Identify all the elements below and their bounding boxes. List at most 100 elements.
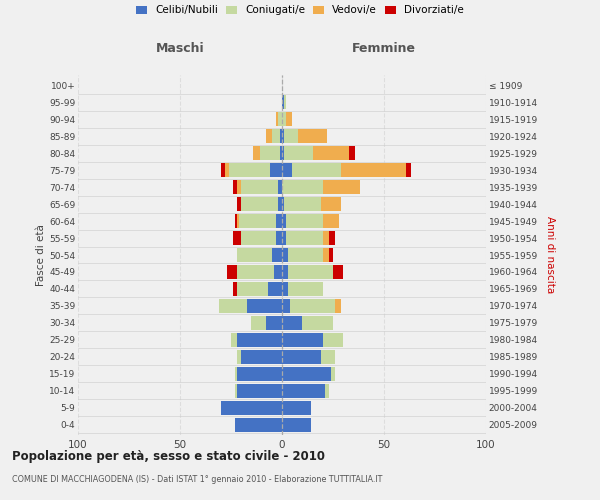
Bar [282, 163, 292, 177]
Bar [278, 112, 282, 126]
Bar [278, 180, 282, 194]
Bar [282, 265, 288, 279]
Bar [323, 231, 329, 245]
Text: Popolazione per età, sesso e stato civile - 2010: Popolazione per età, sesso e stato civil… [12, 450, 325, 463]
Bar [251, 316, 266, 330]
Bar [235, 418, 282, 432]
Bar [272, 129, 280, 143]
Bar [237, 214, 239, 228]
Bar [341, 163, 406, 177]
Bar [290, 299, 335, 313]
Bar [288, 265, 333, 279]
Bar [335, 299, 341, 313]
Bar [288, 282, 323, 296]
Bar [329, 248, 333, 262]
Bar [274, 265, 282, 279]
Bar [241, 197, 278, 211]
Bar [325, 384, 329, 398]
Bar [321, 197, 341, 211]
Bar [233, 282, 237, 296]
Bar [247, 299, 282, 313]
Bar [286, 112, 292, 126]
Bar [282, 231, 286, 245]
Bar [237, 384, 282, 398]
Bar [282, 248, 288, 262]
Bar [282, 214, 286, 228]
Bar [282, 95, 284, 109]
Bar [323, 248, 329, 262]
Bar [241, 350, 282, 364]
Bar [282, 333, 323, 347]
Bar [235, 367, 237, 381]
Bar [282, 129, 284, 143]
Bar [298, 129, 327, 143]
Bar [282, 367, 331, 381]
Bar [323, 214, 339, 228]
Bar [237, 282, 268, 296]
Bar [229, 163, 270, 177]
Bar [278, 197, 282, 211]
Bar [313, 146, 349, 160]
Bar [286, 231, 323, 245]
Bar [288, 248, 323, 262]
Bar [282, 418, 311, 432]
Bar [284, 197, 321, 211]
Bar [282, 146, 284, 160]
Bar [321, 350, 335, 364]
Bar [282, 401, 311, 415]
Bar [266, 129, 272, 143]
Bar [233, 180, 237, 194]
Bar [280, 129, 282, 143]
Bar [237, 350, 241, 364]
Bar [276, 112, 278, 126]
Bar [284, 95, 286, 109]
Bar [329, 231, 335, 245]
Bar [280, 146, 282, 160]
Bar [241, 231, 276, 245]
Text: COMUNE DI MACCHIAGODENA (IS) - Dati ISTAT 1° gennaio 2010 - Elaborazione TUTTITA: COMUNE DI MACCHIAGODENA (IS) - Dati ISTA… [12, 475, 382, 484]
Bar [272, 248, 282, 262]
Bar [282, 384, 325, 398]
Y-axis label: Fasce di età: Fasce di età [36, 224, 46, 286]
Bar [302, 316, 333, 330]
Bar [276, 214, 282, 228]
Bar [235, 214, 237, 228]
Bar [268, 282, 282, 296]
Bar [221, 163, 225, 177]
Bar [323, 180, 359, 194]
Text: Maschi: Maschi [155, 42, 205, 55]
Bar [286, 214, 323, 228]
Bar [282, 112, 286, 126]
Bar [239, 214, 276, 228]
Text: Femmine: Femmine [352, 42, 416, 55]
Bar [282, 180, 323, 194]
Bar [266, 316, 282, 330]
Bar [237, 248, 272, 262]
Bar [241, 180, 278, 194]
Bar [331, 367, 335, 381]
Bar [237, 180, 241, 194]
Bar [333, 265, 343, 279]
Bar [237, 265, 274, 279]
Legend: Celibi/Nubili, Coniugati/e, Vedovi/e, Divorziati/e: Celibi/Nubili, Coniugati/e, Vedovi/e, Di… [136, 5, 464, 15]
Bar [219, 299, 247, 313]
Bar [276, 231, 282, 245]
Bar [292, 163, 341, 177]
Bar [406, 163, 410, 177]
Bar [270, 163, 282, 177]
Bar [235, 384, 237, 398]
Bar [282, 197, 284, 211]
Y-axis label: Anni di nascita: Anni di nascita [545, 216, 554, 294]
Bar [282, 282, 288, 296]
Bar [231, 333, 237, 347]
Bar [260, 146, 280, 160]
Bar [282, 350, 321, 364]
Bar [237, 197, 241, 211]
Bar [227, 265, 237, 279]
Bar [233, 231, 241, 245]
Bar [237, 333, 282, 347]
Bar [323, 333, 343, 347]
Bar [225, 163, 229, 177]
Bar [282, 299, 290, 313]
Bar [253, 146, 260, 160]
